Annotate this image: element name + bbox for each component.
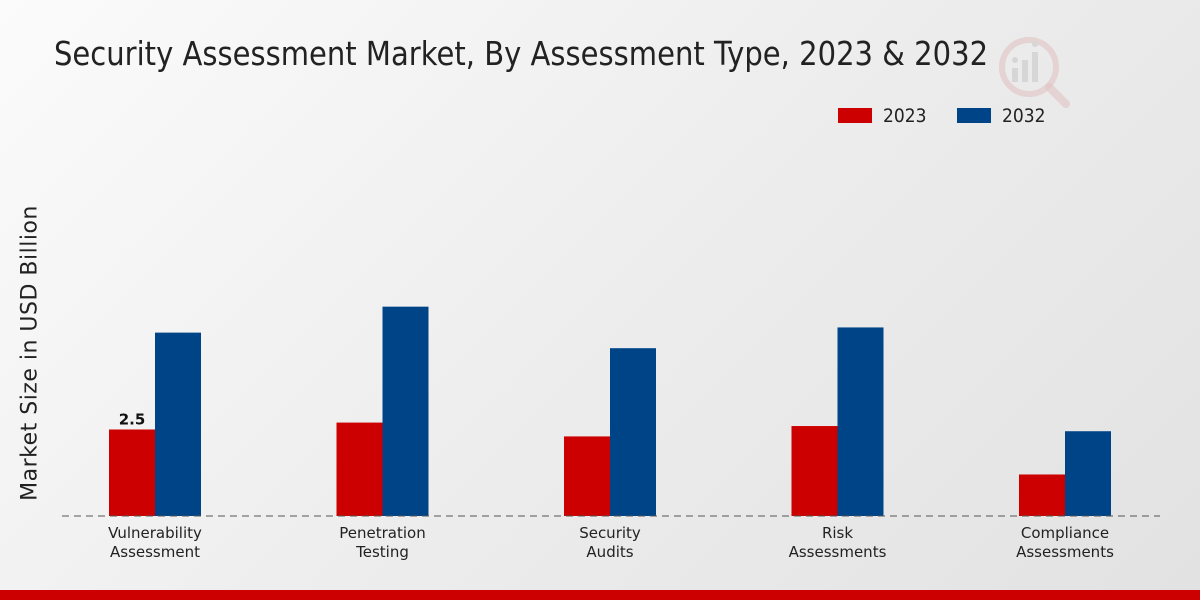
bottom-accent-bar: [0, 590, 1200, 600]
x-tick-label: Penetration Testing: [339, 524, 425, 561]
x-tick-label: Compliance Assessments: [1016, 524, 1114, 561]
chart-title: Security Assessment Market, By Assessmen…: [54, 34, 989, 73]
bar-2023-1: [336, 422, 383, 516]
bar-2023-4: [1019, 474, 1065, 516]
legend-swatch-2023: [838, 108, 872, 123]
bar-2032-1: [382, 306, 429, 516]
bar-2023-0: [109, 429, 155, 516]
legend-swatch-2032: [957, 108, 991, 123]
x-tick-label: Vulnerability Assessment: [108, 524, 202, 561]
bar-2032-2: [610, 348, 656, 516]
bar-2032-4: [1065, 431, 1111, 516]
bar-2023-3: [791, 426, 838, 516]
legend-label-2023: 2023: [883, 105, 927, 127]
x-tick-label: Security Audits: [579, 524, 641, 561]
bar-2032-0: [155, 332, 201, 516]
legend-label-2032: 2032: [1002, 105, 1046, 127]
data-label: 2.5: [119, 411, 146, 429]
bar-2023-2: [564, 436, 610, 516]
brand-watermark-icon: [999, 37, 1070, 108]
x-tick-label: Risk Assessments: [789, 524, 887, 561]
bar-2032-3: [837, 327, 884, 516]
